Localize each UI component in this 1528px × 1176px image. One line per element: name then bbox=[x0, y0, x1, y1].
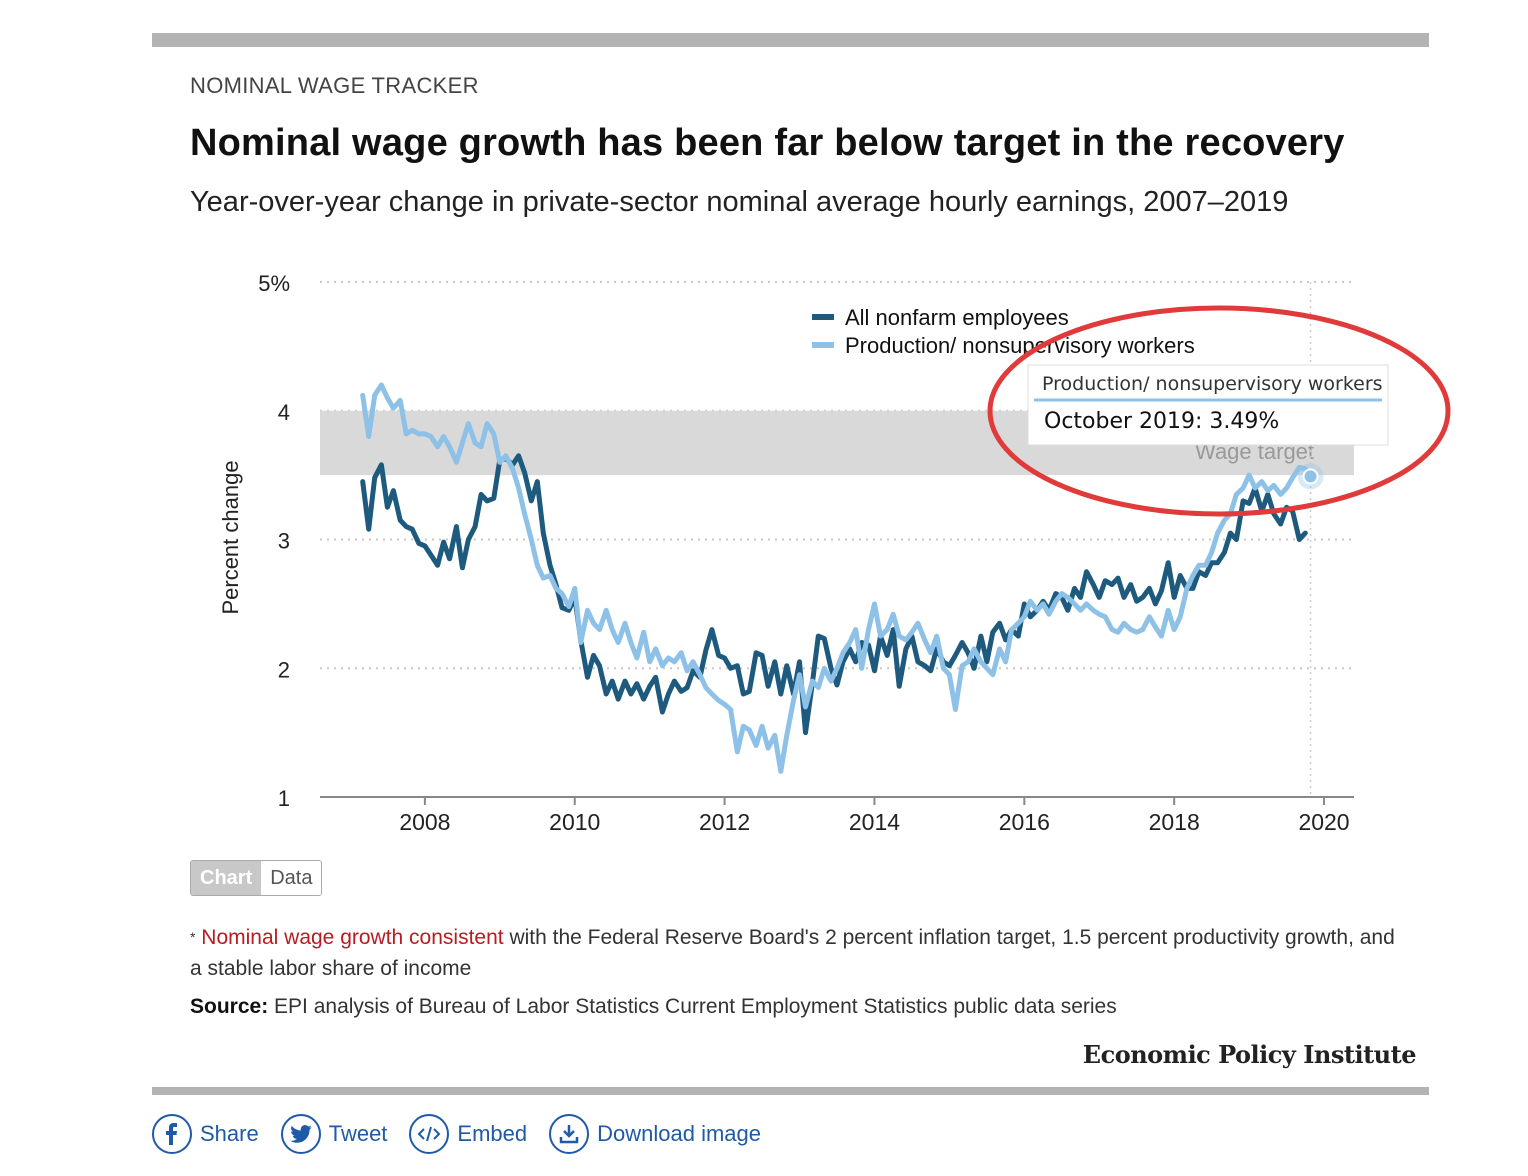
kicker: NOMINAL WAGE TRACKER bbox=[190, 73, 479, 98]
footnote-text: with the Federal Reserve Board's 2 perce… bbox=[190, 926, 1395, 980]
legend-label-all-nonfarm[interactable]: All nonfarm employees bbox=[845, 305, 1069, 330]
embed-button[interactable]: Embed bbox=[409, 1114, 527, 1154]
brand-logo: Economic Policy Institute bbox=[1082, 1040, 1417, 1069]
footnote-asterisk: * bbox=[190, 929, 196, 945]
download-image-button[interactable]: Download image bbox=[549, 1114, 761, 1154]
x-tick-label: 2018 bbox=[1149, 809, 1200, 835]
footnote: * Nominal wage growth consistent with th… bbox=[190, 922, 1400, 984]
legend-swatch-all-nonfarm bbox=[812, 314, 834, 320]
y-tick-label: 5% bbox=[258, 271, 290, 296]
chart-data-toggle: Chart Data bbox=[190, 860, 323, 896]
series-line-production[interactable] bbox=[360, 382, 1313, 774]
share-label: Share bbox=[200, 1121, 259, 1146]
y-tick-label: 2 bbox=[278, 657, 290, 682]
tooltip-series-name: Production/ nonsupervisory workers bbox=[1042, 373, 1383, 395]
y-axis-label: Percent change bbox=[218, 460, 243, 614]
legend-swatch-production bbox=[812, 342, 834, 348]
source-label: Source: bbox=[190, 995, 269, 1018]
facebook-icon bbox=[152, 1114, 192, 1154]
y-tick-label: 1 bbox=[278, 786, 290, 811]
source-line: Source: EPI analysis of Bureau of Labor … bbox=[190, 995, 1117, 1019]
download-icon bbox=[549, 1114, 590, 1154]
source-text: EPI analysis of Bureau of Labor Statisti… bbox=[268, 995, 1117, 1018]
embed-label: Embed bbox=[457, 1121, 528, 1146]
hover-point[interactable] bbox=[1302, 468, 1319, 485]
bottom-rule bbox=[152, 1087, 1429, 1095]
twitter-icon bbox=[280, 1114, 321, 1154]
series-line-all-nonfarm[interactable] bbox=[360, 453, 1308, 736]
x-tick-label: 2020 bbox=[1298, 809, 1349, 835]
red-annotation-circle bbox=[987, 305, 1451, 517]
page-subtitle: Year-over-year change in private-sector … bbox=[190, 186, 1289, 218]
footnote-highlight-link[interactable]: Nominal wage growth consistent bbox=[201, 926, 504, 949]
x-tick-label: 2012 bbox=[699, 809, 750, 835]
tooltip: Production/ nonsupervisory workers Octob… bbox=[1027, 364, 1389, 446]
legend-label-production[interactable]: Production/ nonsupervisory workers bbox=[845, 333, 1195, 358]
tab-chart[interactable]: Chart bbox=[191, 861, 262, 895]
legend: All nonfarm employees Production/ nonsup… bbox=[812, 305, 1195, 358]
x-tick-label: 2010 bbox=[549, 809, 600, 835]
y-tick-label: 3 bbox=[278, 529, 290, 554]
tooltip-box bbox=[1027, 364, 1389, 446]
x-tick-label: 2014 bbox=[849, 809, 900, 835]
share-button[interactable]: Share bbox=[152, 1114, 259, 1154]
tooltip-value: October 2019: 3.49% bbox=[1044, 409, 1279, 434]
download-label: Download image bbox=[597, 1121, 762, 1146]
x-tick-label: 2016 bbox=[999, 809, 1050, 835]
x-tick-label: 2008 bbox=[399, 809, 450, 835]
y-tick-label: 4 bbox=[278, 400, 290, 425]
tweet-button[interactable]: Tweet bbox=[280, 1114, 388, 1154]
embed-code-icon bbox=[409, 1114, 450, 1154]
tweet-label: Tweet bbox=[328, 1121, 388, 1146]
top-rule bbox=[152, 33, 1429, 47]
share-bar: Share Tweet Embed Download image bbox=[152, 1114, 783, 1154]
tab-data[interactable]: Data bbox=[261, 861, 322, 895]
page-title: Nominal wage growth has been far below t… bbox=[190, 122, 1345, 164]
